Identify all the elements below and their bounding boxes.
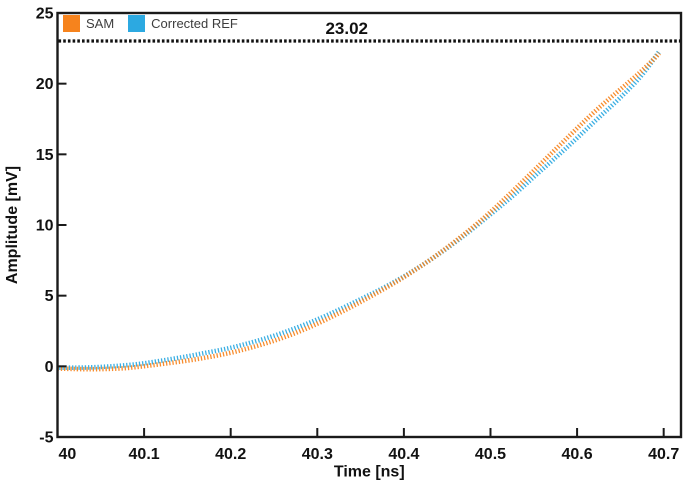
legend-item-corrected-ref[interactable]: Corrected REF	[128, 15, 238, 32]
y-tick-label: 10	[36, 218, 54, 235]
x-tick-label: 40.5	[475, 446, 506, 463]
y-tick-label: 20	[36, 76, 54, 93]
x-tick-label: 40	[59, 446, 77, 463]
x-tick-label: 40.7	[648, 446, 679, 463]
sam-swatch-icon	[63, 15, 80, 32]
x-tick-label: 40.1	[129, 446, 160, 463]
x-tick-label: 40.4	[388, 446, 419, 463]
corrected-ref-legend-label: Corrected REF	[151, 16, 238, 31]
threshold-value-label: 23.02	[325, 19, 368, 38]
x-tick-label: 40.3	[302, 446, 333, 463]
x-axis-label: Time [ns]	[334, 464, 405, 481]
x-tick-label: 40.2	[215, 446, 246, 463]
y-tick-label: 25	[36, 6, 54, 23]
sam-legend-label: SAM	[86, 16, 115, 31]
legend-item-sam[interactable]: SAM	[63, 15, 114, 32]
x-tick-label: 40.6	[562, 446, 593, 463]
y-tick-label: -5	[39, 430, 53, 447]
corrected-ref-swatch-icon	[128, 15, 146, 32]
y-tick-label: 5	[45, 288, 54, 305]
y-tick-label: 0	[45, 359, 54, 376]
axes-border	[56, 11, 683, 439]
series-curve-sam	[57, 51, 662, 372]
y-tick-label: 15	[36, 147, 54, 164]
y-axis-label: Amplitude [mV]	[4, 166, 21, 284]
legend: SAM Corrected REF	[63, 15, 238, 32]
series-curve-corrected-ref	[57, 49, 662, 370]
